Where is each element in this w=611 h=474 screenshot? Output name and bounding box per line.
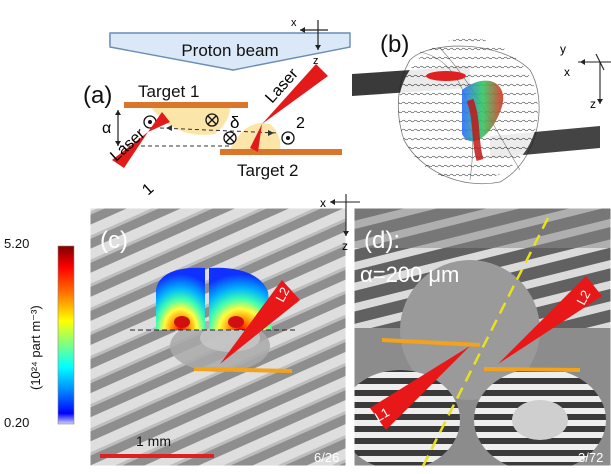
alpha-symbol: α	[102, 120, 111, 137]
panel-b: (b) y x z	[352, 31, 611, 184]
axis-x-a: x	[291, 17, 297, 29]
axis-z-b: z	[590, 97, 596, 111]
panel-c-label: (c)	[100, 227, 128, 254]
panel-a: Proton beam x z (a) Target 1 Target 2 α …	[83, 17, 350, 199]
panel-d: L1 L2 (d): α=200 μm 3/72	[340, 208, 611, 472]
colorbar-gradient	[58, 246, 74, 424]
colorbar-unit: (10²⁴ part m⁻³)	[28, 305, 43, 390]
frame-d: 3/72	[578, 450, 603, 465]
delta-symbol: δ	[230, 113, 239, 132]
field-in-symbol-2	[224, 132, 236, 144]
colorbar-min: 0.20	[4, 415, 29, 430]
axes-b: y x z	[560, 42, 611, 111]
colorbar: 5.20 0.20 (10²⁴ part m⁻³)	[4, 236, 74, 430]
target-line-d2	[484, 369, 580, 370]
panel-d-label: (d):	[364, 227, 400, 254]
target-line-c	[194, 369, 292, 371]
target2-plate	[220, 149, 342, 155]
beam-label: Proton beam	[181, 41, 278, 60]
axis-y-b: y	[560, 42, 566, 56]
panel-b-label: (b)	[380, 31, 409, 58]
axis-x-b: x	[564, 65, 570, 79]
laser2-text: Laser	[262, 65, 302, 107]
axis-z-c: z	[342, 239, 348, 253]
target1-plate	[124, 102, 248, 108]
alpha-value-d: α=200 μm	[360, 262, 459, 287]
panel-c: L2 (c) 1 mm 6/26 x z	[90, 194, 360, 466]
scale-bar-label: 1 mm	[136, 433, 171, 449]
target2-label: Target 2	[237, 161, 298, 180]
target1-label: Target 1	[138, 82, 199, 101]
axis-x-c: x	[320, 196, 326, 210]
plasma-core-top	[426, 71, 466, 81]
laser2-number: 2	[296, 115, 305, 132]
colorbar-max: 5.20	[4, 236, 29, 251]
field-out-symbol-2	[282, 132, 294, 144]
panel-a-label: (a)	[83, 82, 112, 109]
frame-c: 6/26	[314, 450, 339, 465]
laser1-number: 1	[139, 180, 157, 199]
